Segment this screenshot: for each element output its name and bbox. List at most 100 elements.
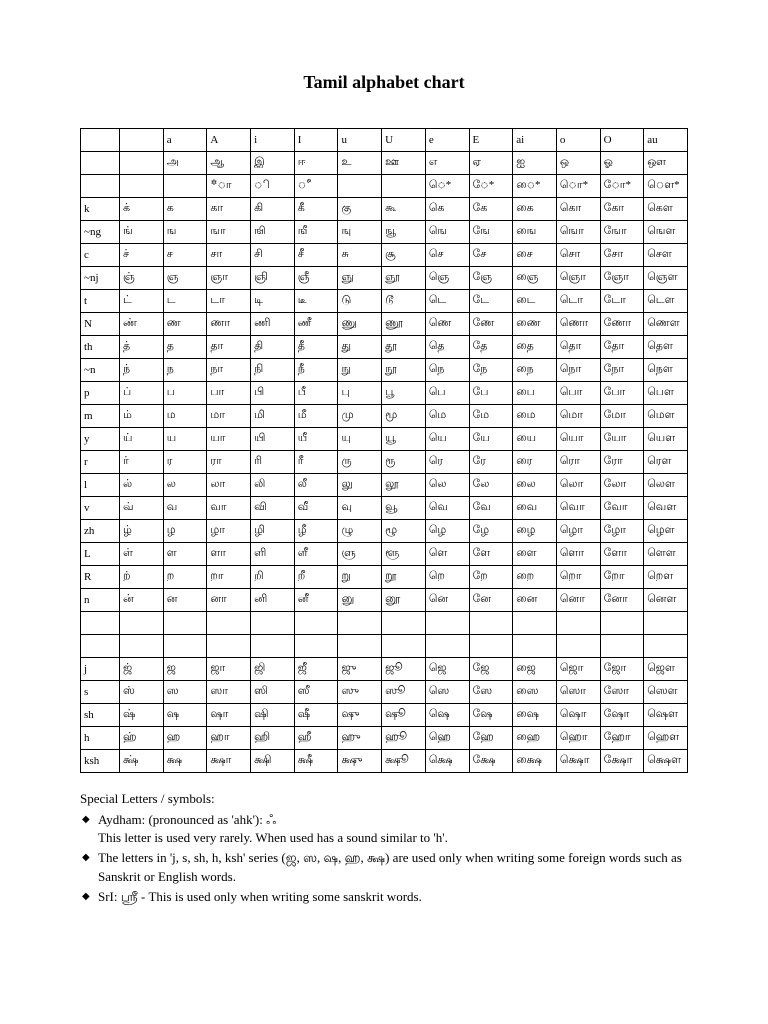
- table-cell: [556, 635, 600, 658]
- table-cell: ஹூ: [382, 727, 426, 750]
- table-cell: க்ஷ: [163, 750, 207, 773]
- table-cell: லே: [469, 474, 513, 497]
- table-cell: நெ: [425, 359, 469, 382]
- table-cell: ணீ: [294, 313, 338, 336]
- table-cell: sh: [81, 704, 120, 727]
- table-cell: னீ: [294, 589, 338, 612]
- table-cell: யே: [469, 428, 513, 451]
- table-cell: உ: [338, 152, 382, 175]
- table-cell: E: [469, 129, 513, 152]
- table-cell: ஞா: [207, 267, 251, 290]
- table-cell: ஸௌ: [644, 681, 688, 704]
- table-cell: ஹௌ: [644, 727, 688, 750]
- table-cell: சீ: [294, 244, 338, 267]
- table-row: *ாிீெ*ே*ை*ொ*ோ*ௌ*: [81, 175, 688, 198]
- table-cell: எ: [425, 152, 469, 175]
- table-cell: m: [81, 405, 120, 428]
- table-cell: கொ: [556, 198, 600, 221]
- table-cell: ~ng: [81, 221, 120, 244]
- table-cell: ழா: [207, 520, 251, 543]
- table-cell: N: [81, 313, 120, 336]
- table-cell: ஞே: [469, 267, 513, 290]
- table-cell: ஸை: [513, 681, 557, 704]
- table-cell: ஹே: [469, 727, 513, 750]
- table-cell: ணை: [513, 313, 557, 336]
- table-cell: ரி: [251, 451, 295, 474]
- table-row: Lள்ளளாளிளீளுளூளெளேளைளொளோளௌ: [81, 543, 688, 566]
- table-cell: ~nj: [81, 267, 120, 290]
- table-cell: னா: [207, 589, 251, 612]
- table-cell: டோ: [600, 290, 644, 313]
- table-cell: பெ: [425, 382, 469, 405]
- notes-heading: Special Letters / symbols:: [80, 791, 688, 807]
- notes-item: SrI: ஸ்ரீ - This is used only when writi…: [80, 888, 688, 906]
- table-cell: ஹு: [338, 727, 382, 750]
- table-row: kக்ககாகிகீகுகூகெகேகைகொகோகௌ: [81, 198, 688, 221]
- table-cell: [600, 635, 644, 658]
- table-cell: நே: [469, 359, 513, 382]
- table-cell: டி: [251, 290, 295, 313]
- table-cell: டெ: [425, 290, 469, 313]
- table-cell: [294, 612, 338, 635]
- table-cell: தோ: [600, 336, 644, 359]
- table-cell: ௌ*: [644, 175, 688, 198]
- table-cell: ஸொ: [556, 681, 600, 704]
- table-cell: கே: [469, 198, 513, 221]
- table-cell: ளை: [513, 543, 557, 566]
- table-cell: zh: [81, 520, 120, 543]
- table-cell: யெ: [425, 428, 469, 451]
- table-cell: ல்: [120, 474, 164, 497]
- table-cell: கு: [338, 198, 382, 221]
- table-cell: வா: [207, 497, 251, 520]
- table-cell: நூ: [382, 359, 426, 382]
- table-cell: பா: [207, 382, 251, 405]
- table-cell: தௌ: [644, 336, 688, 359]
- table-cell: ஞி: [251, 267, 295, 290]
- table-cell: மோ: [600, 405, 644, 428]
- table-cell: ஆ: [207, 152, 251, 175]
- table-cell: ெ*: [425, 175, 469, 198]
- table-cell: A: [207, 129, 251, 152]
- table-cell: ொ*: [556, 175, 600, 198]
- table-cell: கௌ: [644, 198, 688, 221]
- table-cell: னை: [513, 589, 557, 612]
- table-cell: [469, 612, 513, 635]
- table-cell: ஜு: [338, 658, 382, 681]
- table-cell: மூ: [382, 405, 426, 428]
- notes-section: Special Letters / symbols: Aydham: (pron…: [80, 791, 688, 906]
- table-cell: னூ: [382, 589, 426, 612]
- table-cell: ஷா: [207, 704, 251, 727]
- table-cell: க்ஷோ: [600, 750, 644, 773]
- table-cell: ரொ: [556, 451, 600, 474]
- table-cell: நோ: [600, 359, 644, 382]
- table-row: jஜ்ஜஜாஜிஜீஜுஜூஜெஜேஜைஜொஜோஜௌ: [81, 658, 688, 681]
- table-cell: டு: [338, 290, 382, 313]
- table-cell: ஸ்: [120, 681, 164, 704]
- table-cell: [207, 612, 251, 635]
- table-cell: வொ: [556, 497, 600, 520]
- table-row: அஆஇஈஉஊஎஏஐஒஓஔ: [81, 152, 688, 175]
- table-cell: ப: [163, 382, 207, 405]
- table-cell: கீ: [294, 198, 338, 221]
- table-cell: ஞ்: [120, 267, 164, 290]
- table-row: ~nந்நநாநிநீநுநூநெநேநைநொநோநௌ: [81, 359, 688, 382]
- table-cell: [382, 175, 426, 198]
- table-cell: ழ: [163, 520, 207, 543]
- table-cell: [251, 635, 295, 658]
- table-cell: ஜீ: [294, 658, 338, 681]
- table-row: yய்யயாயியீயுயூயெயேயையொயோயௌ: [81, 428, 688, 451]
- table-cell: ம்: [120, 405, 164, 428]
- table-cell: னொ: [556, 589, 600, 612]
- table-cell: னே: [469, 589, 513, 612]
- table-cell: றோ: [600, 566, 644, 589]
- table-cell: ந்: [120, 359, 164, 382]
- table-cell: போ: [600, 382, 644, 405]
- table-cell: j: [81, 658, 120, 681]
- table-cell: [425, 635, 469, 658]
- table-cell: ஊ: [382, 152, 426, 175]
- table-cell: ஸூ: [382, 681, 426, 704]
- table-cell: கோ: [600, 198, 644, 221]
- table-cell: க்ஷு: [338, 750, 382, 773]
- table-cell: ன்: [120, 589, 164, 612]
- table-cell: வௌ: [644, 497, 688, 520]
